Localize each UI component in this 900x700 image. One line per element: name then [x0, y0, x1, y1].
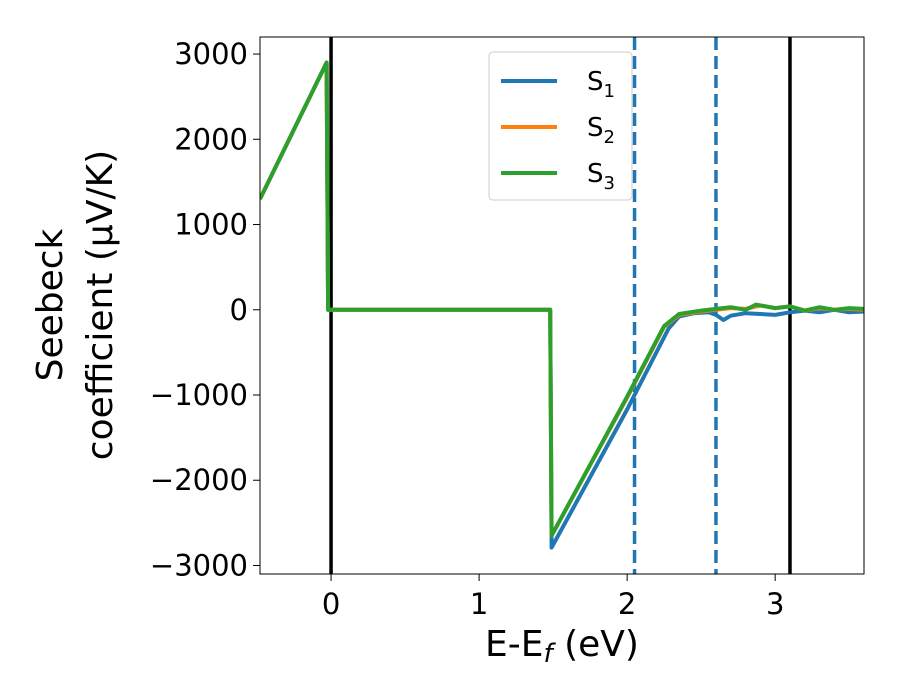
y-tick-label: −2000	[150, 463, 248, 497]
y-tick-label: 0	[230, 293, 248, 327]
x-tick-label: 0	[322, 587, 340, 621]
legend: S1 S2 S3	[488, 51, 633, 201]
y-tick-label: −1000	[150, 378, 248, 412]
series-line-3	[260, 60, 864, 538]
plot-frame	[259, 36, 865, 575]
y-tick-label: 1000	[174, 208, 248, 242]
legend-label-2: S2	[587, 113, 615, 148]
legend-label-1: S1	[587, 67, 615, 102]
x-tick-label: 1	[470, 587, 488, 621]
x-tick-label: 2	[618, 587, 636, 621]
y-axis-label-line2: coefficient (μV/K)	[80, 150, 121, 460]
x-axis-label: E-Ef (eV)	[485, 624, 639, 669]
y-tick-label: −3000	[150, 548, 248, 582]
y-axis-label-line1: Seebeck	[30, 228, 71, 381]
x-tick-label: 3	[766, 587, 784, 621]
legend-frame	[488, 51, 633, 201]
legend-label-3: S3	[587, 159, 615, 194]
y-tick-label: 3000	[174, 37, 248, 71]
y-tick-label: 2000	[174, 122, 248, 156]
